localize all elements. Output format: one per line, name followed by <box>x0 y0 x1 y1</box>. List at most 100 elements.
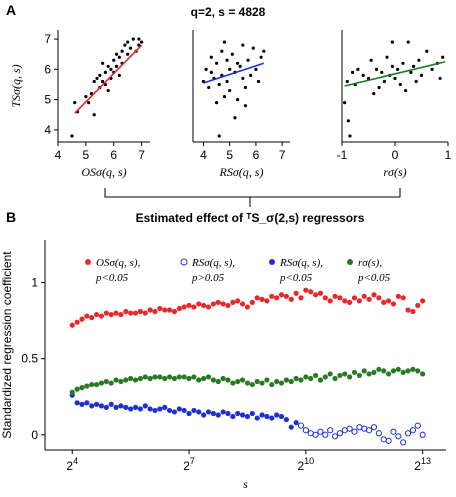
x-tick-label: 7 <box>279 148 286 162</box>
data-point <box>404 430 412 437</box>
x-tick-label: 6 <box>110 148 117 162</box>
data-point <box>220 409 226 415</box>
connector-bracket <box>104 188 401 207</box>
data-point <box>249 410 255 417</box>
scatter-plot-a2: 4 5 6 7 RSσ(q, s) <box>192 30 290 179</box>
data-point <box>278 292 285 298</box>
data-point <box>369 58 373 62</box>
data-point <box>238 64 242 68</box>
data-point <box>186 410 192 417</box>
data-point <box>322 431 329 438</box>
data-point <box>95 76 99 81</box>
data-point <box>69 389 75 395</box>
data-point <box>251 46 255 50</box>
data-point <box>137 43 141 47</box>
data-point <box>205 304 212 310</box>
x-axis-label: OSσ(q, s) <box>81 165 126 179</box>
data-point <box>246 58 250 62</box>
data-point <box>126 52 130 56</box>
data-point <box>220 301 226 307</box>
data-point <box>230 52 234 56</box>
data-point <box>84 313 90 319</box>
data-point <box>327 427 334 434</box>
data-point <box>108 311 114 318</box>
data-point <box>128 406 134 412</box>
data-point <box>225 302 231 309</box>
data-point <box>293 420 299 426</box>
data-point <box>147 406 153 412</box>
data-point <box>230 299 236 305</box>
data-point <box>380 70 384 74</box>
data-point <box>361 368 367 374</box>
data-point <box>347 374 353 380</box>
data-point <box>405 368 411 374</box>
data-point <box>351 70 355 74</box>
x-tick-label: 6 <box>253 148 260 162</box>
legend-label: rσ(s), <box>358 257 382 269</box>
data-point <box>336 430 344 437</box>
data-point <box>128 310 134 316</box>
legend-marker <box>269 259 275 265</box>
x-tick-label: 5 <box>83 148 90 162</box>
data-point <box>366 371 372 377</box>
data-point <box>186 375 192 382</box>
data-point <box>191 407 197 414</box>
data-point <box>228 67 232 71</box>
data-point <box>322 374 328 380</box>
data-point <box>269 293 275 299</box>
data-point <box>106 64 110 68</box>
data-point <box>201 375 207 382</box>
data-point <box>371 292 377 298</box>
data-point <box>244 380 251 386</box>
data-point <box>297 422 305 429</box>
data-point <box>233 116 237 120</box>
data-point <box>92 79 96 84</box>
data-point <box>123 43 127 47</box>
data-point <box>84 383 90 389</box>
legend-pvalue: p<0.05 <box>357 272 391 284</box>
data-point <box>404 88 408 93</box>
data-point <box>298 295 304 301</box>
x-tick-label: 24 <box>66 456 78 473</box>
x-tick-label: 27 <box>183 456 195 473</box>
data-point <box>112 58 116 62</box>
data-point <box>214 101 219 105</box>
data-point <box>390 40 394 44</box>
data-point <box>171 375 178 382</box>
data-point <box>249 299 255 305</box>
data-point <box>103 70 107 74</box>
x-axis-label: rσ(s) <box>383 165 406 179</box>
data-point <box>395 293 401 299</box>
data-point <box>241 43 245 47</box>
data-point <box>103 404 109 410</box>
data-point <box>171 308 178 315</box>
data-point <box>84 400 90 406</box>
data-point <box>222 94 227 99</box>
data-point <box>366 76 371 81</box>
data-point <box>254 378 260 385</box>
data-point <box>370 424 378 431</box>
data-point <box>264 298 270 304</box>
data-point <box>430 67 434 71</box>
data-point <box>120 49 124 53</box>
header-title: q=2, s = 4828 <box>191 5 266 19</box>
data-point <box>84 94 88 99</box>
data-point <box>381 368 387 374</box>
y-tick-label: 1 <box>31 276 38 290</box>
data-point <box>235 61 240 65</box>
x-axis-label: RSσ(q, s) <box>219 165 264 179</box>
data-point <box>123 377 129 383</box>
data-point <box>228 88 232 93</box>
data-point <box>201 412 207 418</box>
data-point <box>113 377 119 383</box>
data-point <box>254 67 258 71</box>
data-point <box>312 292 319 298</box>
data-point <box>196 377 202 383</box>
data-point <box>215 412 221 418</box>
data-point <box>419 73 424 78</box>
data-point <box>303 374 309 380</box>
legend-label: RSσ(q, s), <box>191 257 235 269</box>
data-point <box>278 413 285 420</box>
data-point <box>109 67 113 71</box>
